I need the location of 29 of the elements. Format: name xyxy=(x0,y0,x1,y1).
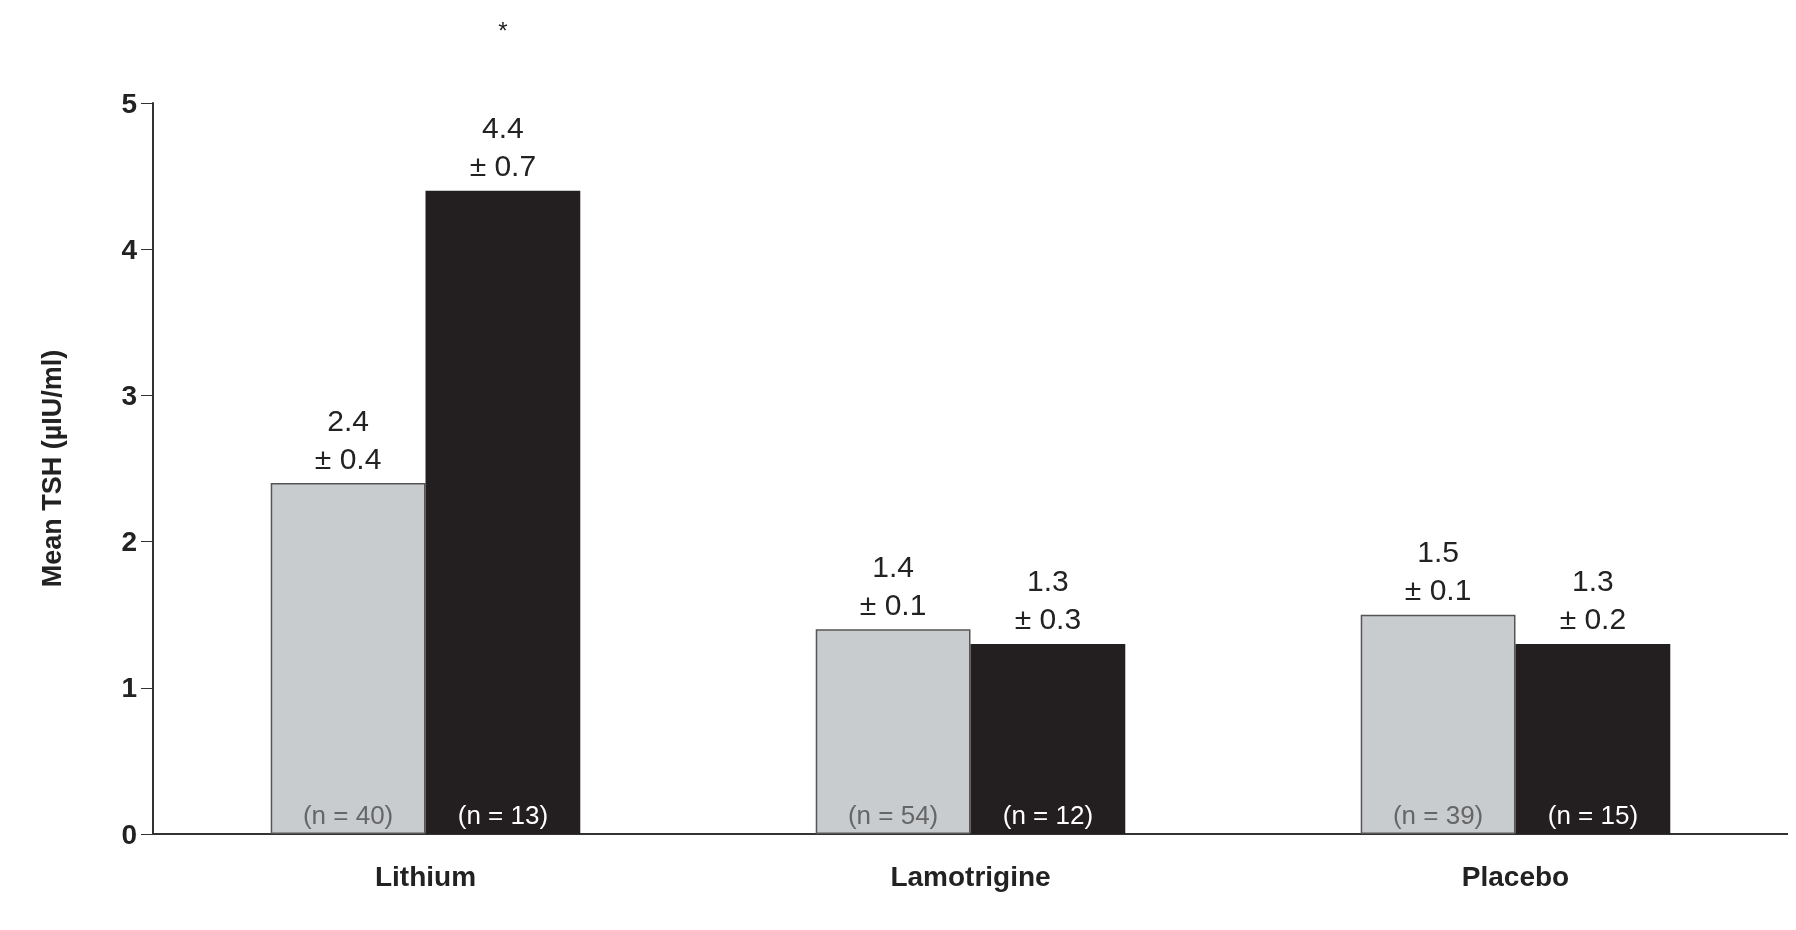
bar xyxy=(270,483,426,834)
data-label: 1.3 ± 0.2 xyxy=(1559,564,1627,636)
annotation: (n = 12) xyxy=(1002,800,1094,830)
y-axis-title: Mean TSH (µIU/ml) xyxy=(36,349,67,588)
data-label: 1.5 ± 0.1 xyxy=(1404,535,1472,607)
annotation: (n = 54) xyxy=(847,800,939,830)
annotation: (n = 39) xyxy=(1392,800,1484,830)
y-tick-label: 0 xyxy=(121,818,137,850)
y-tick-label: 5 xyxy=(121,87,137,119)
annotation: (n = 13) xyxy=(457,800,549,830)
text: * xyxy=(498,16,508,44)
x-tick-label: Lithium xyxy=(374,860,477,892)
y-tick-label: 1 xyxy=(121,672,137,704)
bar xyxy=(1515,643,1671,834)
bar xyxy=(815,629,971,834)
data-label: 4.4 ± 0.7 xyxy=(469,111,537,183)
data-label: 1.4 ± 0.1 xyxy=(859,549,927,621)
data-label: 1.3 ± 0.3 xyxy=(1014,564,1082,636)
annotation: (n = 15) xyxy=(1547,800,1639,830)
x-tick-label: Lamotrigine xyxy=(890,860,1051,892)
y-tick-label: 2 xyxy=(121,526,137,558)
data-label: 2.4 ± 0.4 xyxy=(314,403,382,475)
y-tick-label: 3 xyxy=(121,379,137,411)
bar xyxy=(970,643,1126,834)
x-tick-label: Placebo xyxy=(1461,860,1570,892)
bar xyxy=(425,190,581,834)
bar xyxy=(1360,614,1516,834)
y-tick-label: 4 xyxy=(121,233,138,265)
annotation: (n = 40) xyxy=(302,800,394,830)
